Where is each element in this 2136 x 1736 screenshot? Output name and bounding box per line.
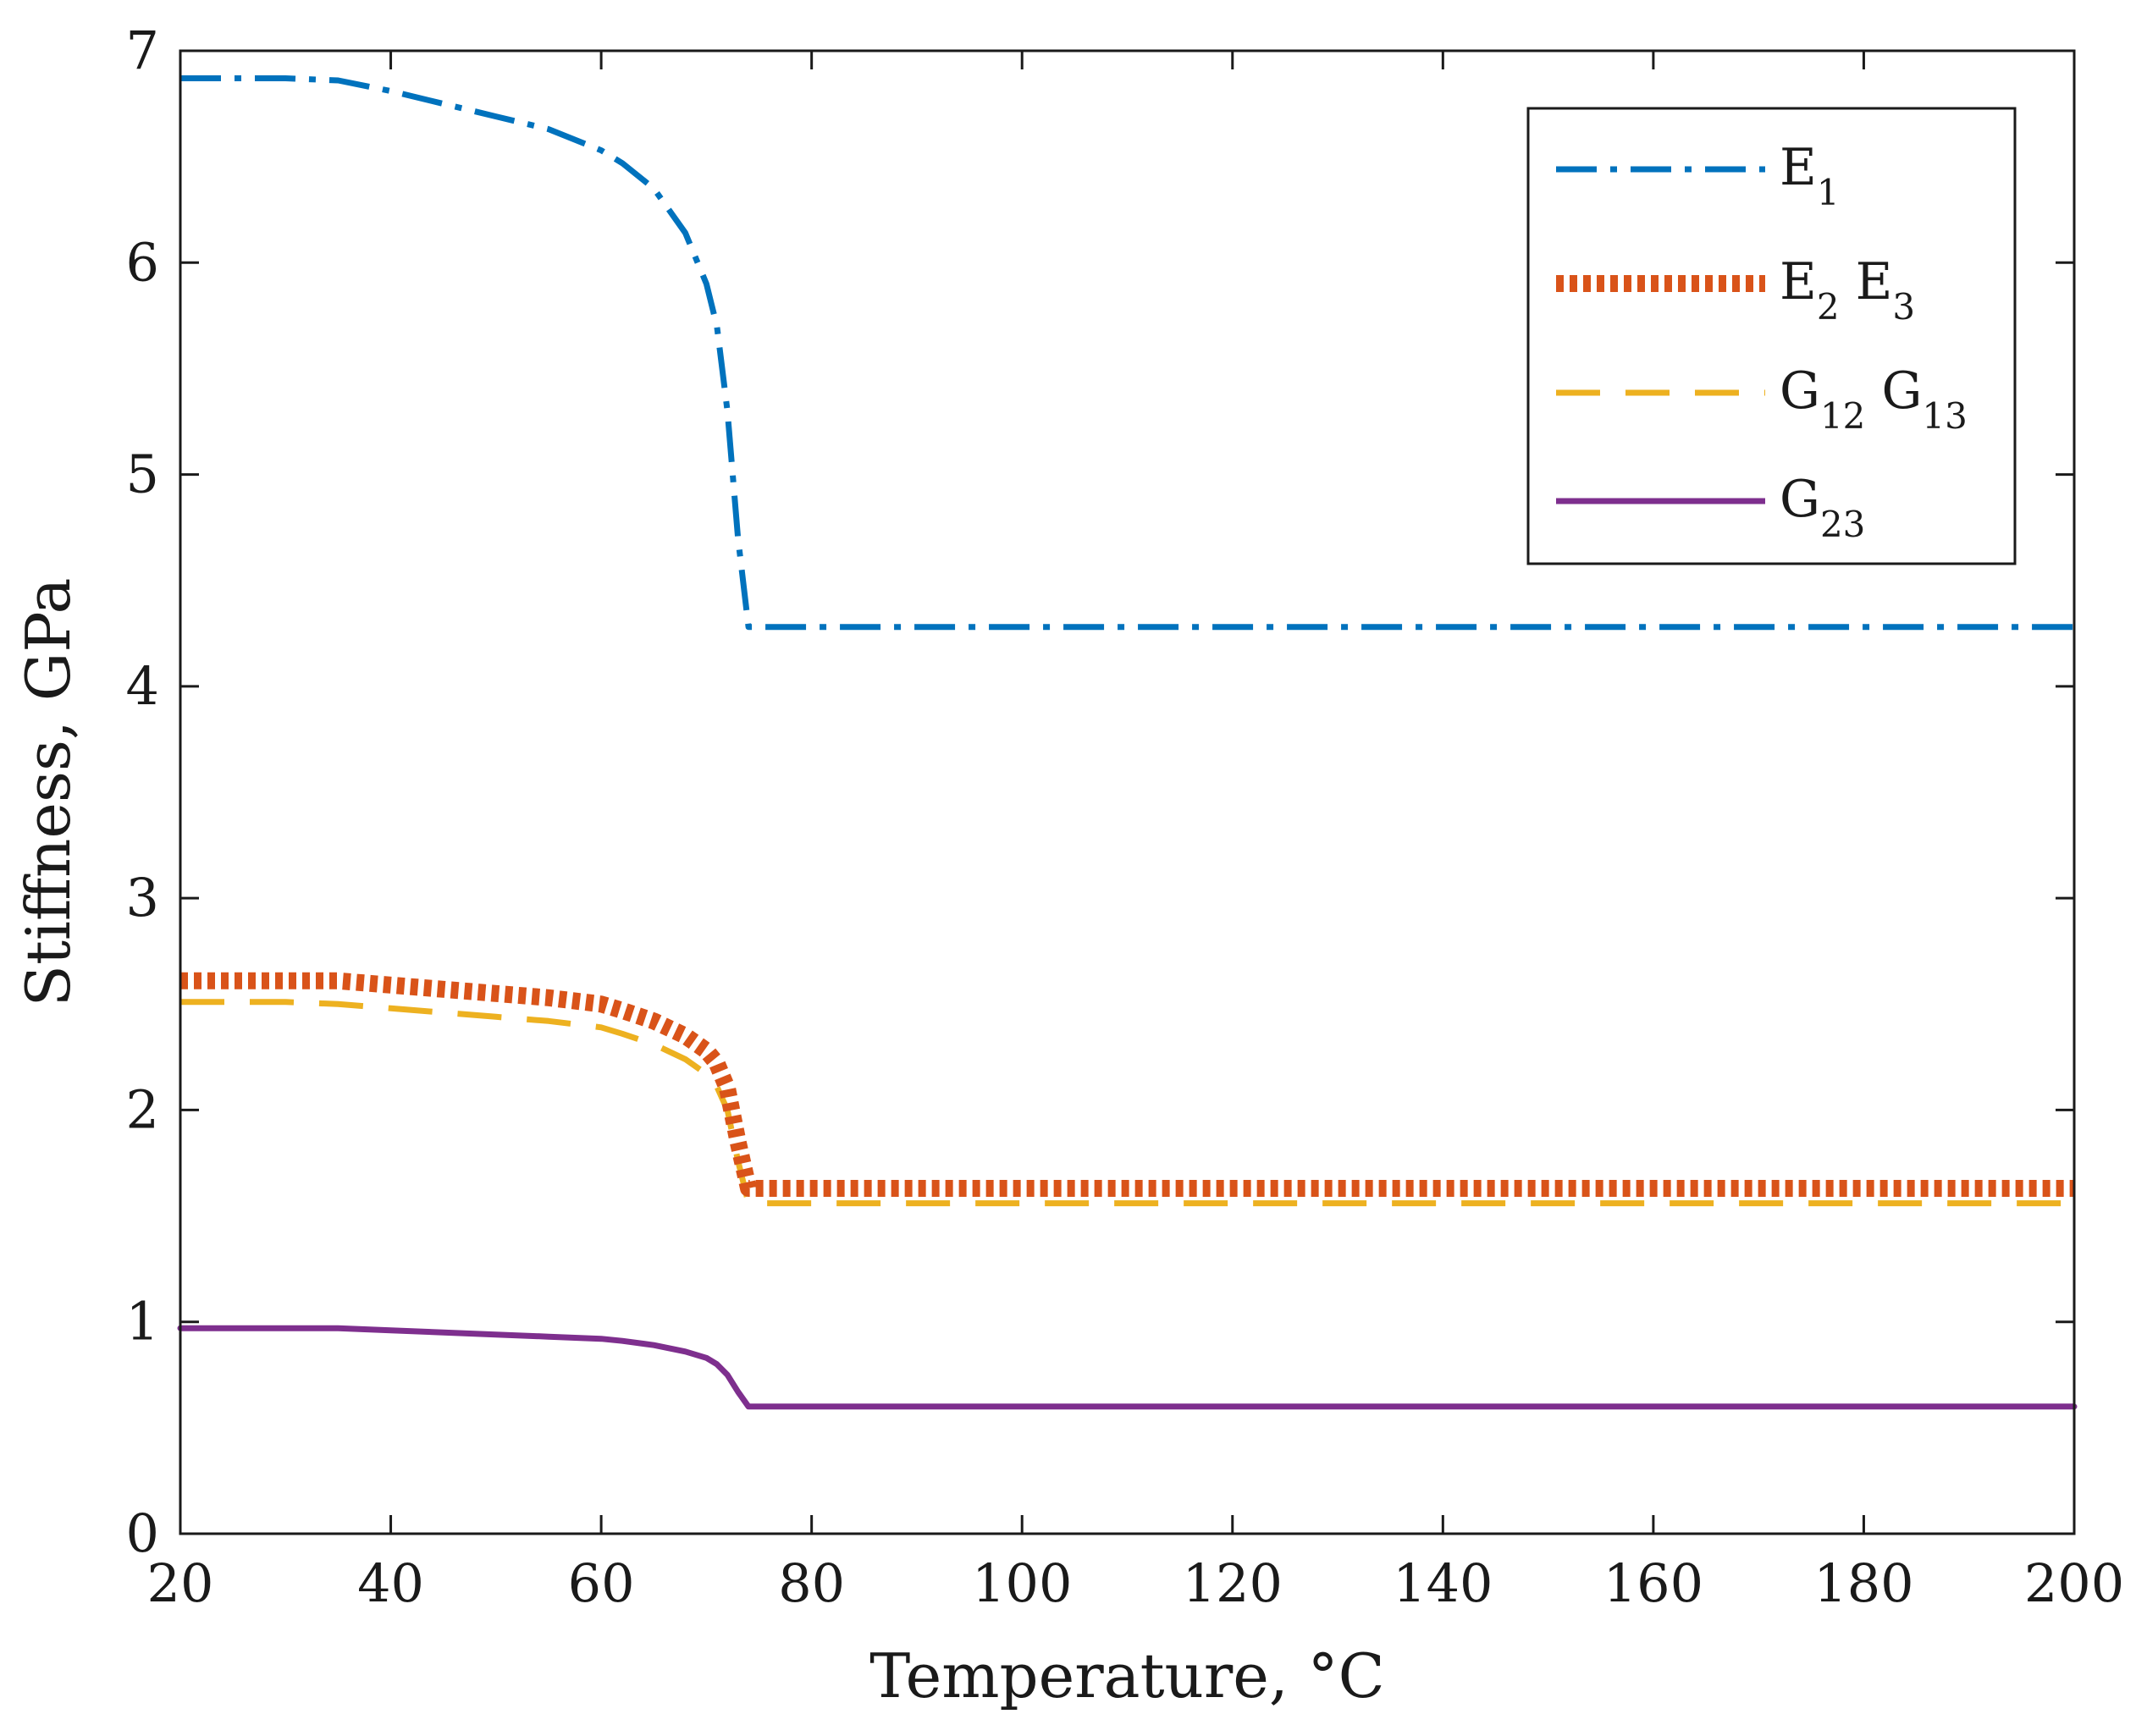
y-tick-label: 3 xyxy=(126,867,159,929)
legend-label-g23: G23 xyxy=(1780,470,1865,545)
y-tick-label: 0 xyxy=(126,1502,159,1564)
legend-box xyxy=(1526,107,2017,565)
y-tick-label: 5 xyxy=(126,444,159,505)
x-tick-label: 60 xyxy=(568,1552,635,1614)
ticks-layer: 20 40 60 80 100 120 140 160 180 200 0 1 2 3 4 5 6 7 xyxy=(126,19,2125,1614)
legend-label-e2-e3: E2 E3 xyxy=(1780,252,1915,328)
x-tick-label: 100 xyxy=(972,1552,1072,1614)
series-line-g12-g13 xyxy=(180,999,2074,1207)
y-axis-title: Stiffness, GPa xyxy=(13,578,84,1007)
y-tick-label: 4 xyxy=(126,655,159,717)
plot-frame xyxy=(179,49,2076,1535)
series-line-e1 xyxy=(180,75,2074,631)
legend-label-g12-g13: G12 G13 xyxy=(1780,361,1968,437)
x-tick-label: 160 xyxy=(1603,1552,1703,1614)
x-tick-label: 180 xyxy=(1813,1552,1913,1614)
x-tick-label: 200 xyxy=(2024,1552,2124,1614)
y-tick-label: 7 xyxy=(126,19,159,81)
series-line-e2-e3 xyxy=(180,972,2074,1197)
legend-label-e1: E1 xyxy=(1780,138,1840,213)
y-tick-label: 1 xyxy=(126,1291,159,1353)
x-tick-label: 80 xyxy=(778,1552,845,1614)
y-tick-label: 2 xyxy=(126,1078,159,1140)
x-axis-title: Temperature, °C xyxy=(869,1640,1385,1711)
series-layer xyxy=(177,75,2078,1410)
x-tick-label: 140 xyxy=(1393,1552,1493,1614)
x-tick-label: 120 xyxy=(1183,1552,1283,1614)
legend: E1 E2 E3 G12 G13 G23 xyxy=(1526,107,2017,565)
y-tick-label: 6 xyxy=(126,231,159,293)
series-line-g23 xyxy=(177,1325,2078,1410)
x-tick-label: 40 xyxy=(357,1552,424,1614)
x-tick-label: 20 xyxy=(147,1552,214,1614)
